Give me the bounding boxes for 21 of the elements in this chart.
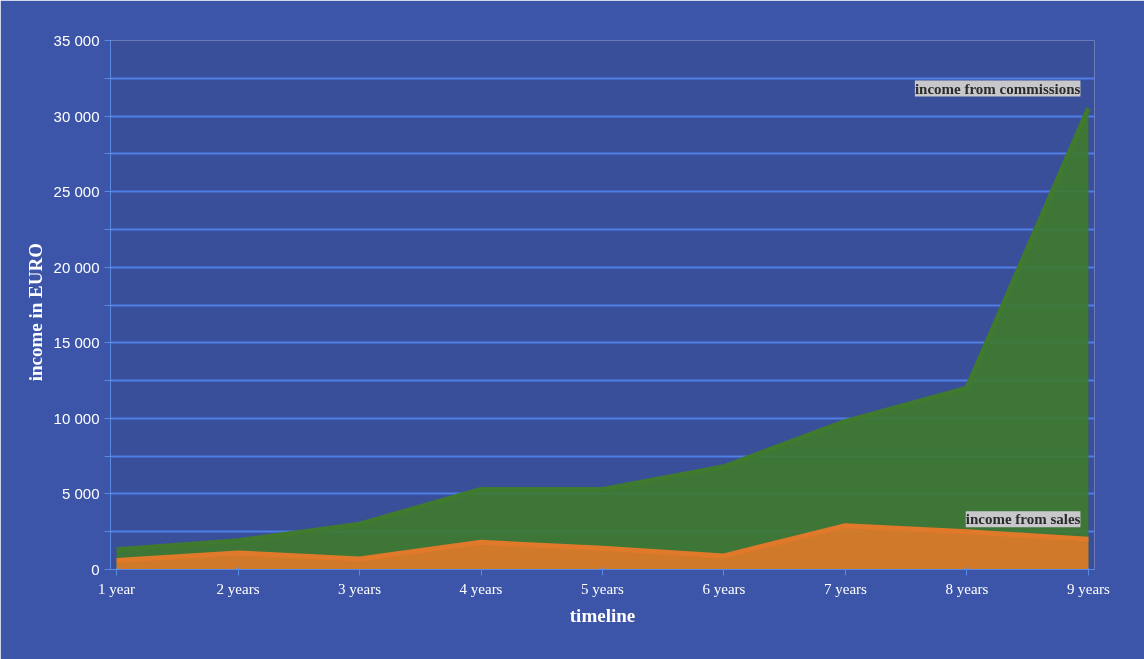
y-tick-label: 15 000	[53, 334, 100, 352]
x-tick-label: 9 years	[1066, 580, 1111, 597]
x-tick-label: 6 years	[702, 580, 746, 597]
y-tick-label: 0	[91, 561, 100, 578]
x-tick-label: 1 year	[98, 580, 136, 597]
x-tick-label: 5 years	[581, 580, 625, 597]
x-tick-label: 4 years	[459, 580, 503, 597]
y-tick-label: 10 000	[53, 409, 100, 427]
y-tick-label: 35 000	[53, 32, 100, 49]
y-tick-label: 20 000	[53, 258, 100, 276]
series-label: income from sales	[965, 511, 1081, 528]
y-tick-label: 30 000	[53, 107, 100, 125]
x-tick-label: 2 years	[216, 580, 260, 597]
x-tick-label: 7 years	[824, 580, 868, 597]
y-tick-label: 25 000	[53, 183, 100, 201]
x-tick-label: 3 years	[338, 580, 382, 597]
y-tick-label: 5 000	[61, 485, 100, 503]
y-axis-title: income in EURO	[24, 242, 46, 382]
x-axis-title: timeline	[569, 604, 636, 626]
x-tick-label: 8 years	[945, 580, 989, 597]
series-label: income from commissions	[914, 80, 1081, 97]
